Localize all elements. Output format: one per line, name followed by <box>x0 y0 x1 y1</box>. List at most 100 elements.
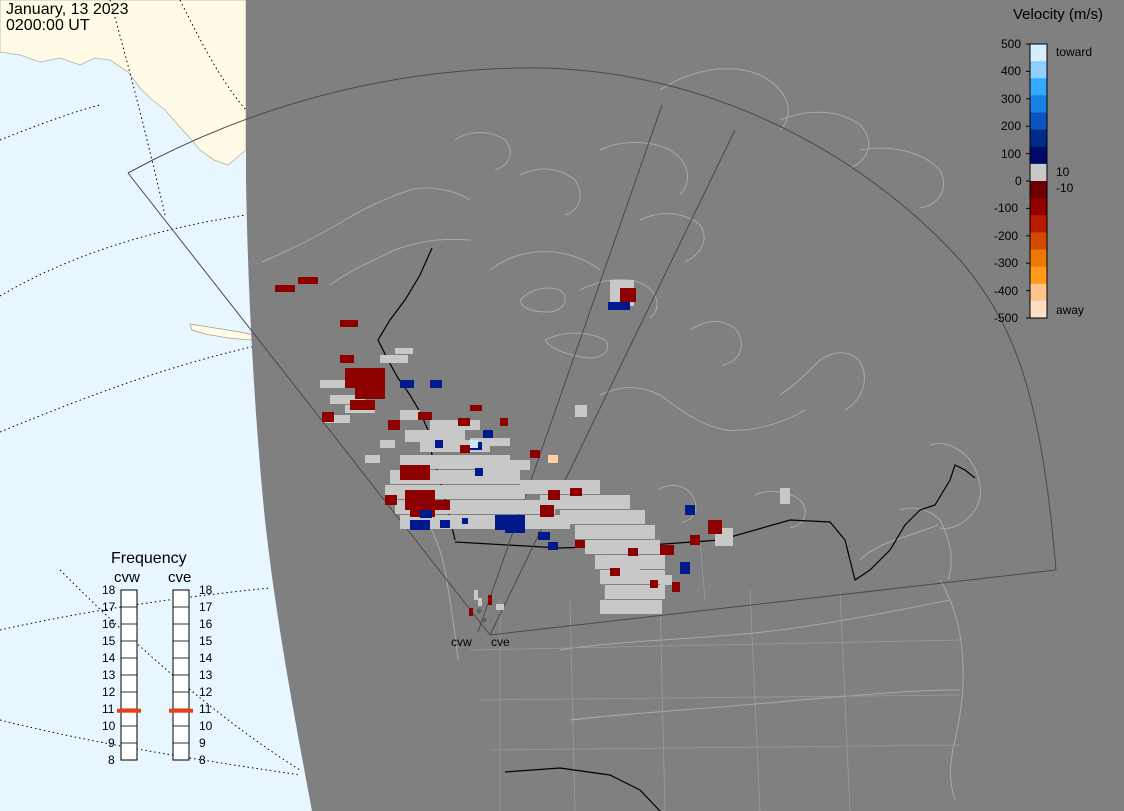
away-velocity-cell <box>575 540 585 548</box>
toward-velocity-cell <box>505 525 525 533</box>
toward-velocity-cell <box>685 505 695 515</box>
away-velocity-cell <box>298 277 318 284</box>
frequency-tick-label: 8 <box>108 753 115 767</box>
ground-scatter-cell <box>330 395 365 404</box>
velocity-tick-label: -200 <box>994 228 1019 243</box>
night-region <box>246 0 1124 811</box>
velocity-tick-label: 500 <box>1001 37 1022 51</box>
aleutian-islands <box>189 323 260 341</box>
frequency-tick-label: 15 <box>102 634 116 648</box>
away-velocity-cell <box>385 495 397 505</box>
radar-fov <box>127 67 1057 636</box>
velocity-color-step <box>1030 283 1047 302</box>
velocity-tick-label: -100 <box>994 201 1019 216</box>
near-site-cell <box>474 590 478 600</box>
velocity-tick-label: 300 <box>1001 91 1022 106</box>
velocity-colorbar <box>1026 43 1048 319</box>
ground-scatter-cell <box>470 438 510 446</box>
away-velocity-cell <box>540 505 554 517</box>
frequency-tick-label: 11 <box>199 702 212 716</box>
velocity-color-step <box>1030 112 1047 131</box>
frequency-tick-label: 18 <box>102 583 116 597</box>
toward-velocity-cell <box>440 520 450 528</box>
site-cve-marker <box>481 617 487 623</box>
ground-scatter-cell <box>540 495 630 509</box>
away-velocity-cell <box>460 445 470 453</box>
ground-scatter-cell <box>575 405 587 417</box>
away-velocity-cell <box>350 400 375 410</box>
frequency-tick-label: 11 <box>102 702 115 716</box>
ground-scatter-cell <box>620 560 640 580</box>
velocity-color-step <box>1030 249 1047 268</box>
velocity-color-step <box>1030 44 1047 62</box>
site-cvw-label: cvw <box>451 635 472 649</box>
away-velocity-cell <box>388 420 400 430</box>
frequency-tick-label: 13 <box>102 668 116 682</box>
coastlines <box>261 68 981 801</box>
toward-velocity-cell <box>435 440 443 448</box>
frequency-tick-label: 18 <box>199 583 213 597</box>
toward-velocity-cell <box>538 532 550 540</box>
ground-scatter-cell <box>325 415 350 423</box>
site-cve-label: cve <box>491 635 510 649</box>
frequency-tick-label: 9 <box>108 736 115 750</box>
near-site-cell <box>478 598 482 606</box>
frequency-tick-label: 10 <box>102 719 116 733</box>
away-velocity-cell <box>628 548 638 556</box>
toward-velocity-cell <box>470 440 478 448</box>
ground-scatter-cell <box>395 348 413 354</box>
toward-velocity-cell <box>483 430 493 438</box>
velocity-color-step <box>1030 129 1047 148</box>
velocity-color-step <box>1030 163 1047 182</box>
frequency-tick-label: 10 <box>199 719 213 733</box>
velocity-title: Velocity (m/s) <box>1013 6 1104 23</box>
away-velocity-cell <box>530 450 540 458</box>
toward-velocity-cell <box>400 380 414 388</box>
away-velocity-cell <box>548 490 560 500</box>
velocity-toward-label: toward <box>1056 45 1093 59</box>
velocity-color-step <box>1030 146 1047 165</box>
ground-scatter-cell <box>575 525 655 539</box>
near-site-cell <box>469 608 473 616</box>
away-velocity-cell <box>690 535 700 545</box>
frequency-tick-label: 14 <box>102 651 116 665</box>
velocity-tick-label: -400 <box>994 283 1019 298</box>
frequency-tick-label: 14 <box>199 651 213 665</box>
away-velocity-cell <box>340 320 358 327</box>
away-velocity-cell <box>620 288 636 302</box>
frequency-column-cve: cve <box>168 569 192 586</box>
velocity-color-step <box>1030 300 1047 319</box>
velocity-tick-label: -300 <box>994 256 1019 271</box>
alaska-land <box>0 0 247 166</box>
ground-scatter-cell <box>480 460 530 470</box>
away-velocity-cell <box>500 418 508 426</box>
away-velocity-cell <box>708 520 722 534</box>
frequency-tick-label: 12 <box>102 685 116 699</box>
away-velocity-cell <box>458 418 470 426</box>
ground-scatter-cell <box>560 510 645 524</box>
velocity-tick-label: 100 <box>1001 146 1022 161</box>
frequency-tick-label: 15 <box>199 634 213 648</box>
away-velocity-cell <box>360 375 385 385</box>
velocity-color-step <box>1030 95 1047 113</box>
velocity-away-label: away <box>1056 303 1085 317</box>
state-boundaries <box>469 539 961 811</box>
radar-sites <box>476 608 487 623</box>
toward-velocity-cell <box>462 518 468 524</box>
ground-scatter-cell <box>405 430 465 442</box>
frequency-title: Frequency <box>111 550 187 567</box>
velocity-tick-label: 400 <box>1001 64 1022 79</box>
velocity-color-step <box>1030 181 1047 199</box>
frequency-indicator-cvw <box>117 708 141 713</box>
ground-scatter-cell <box>365 455 380 463</box>
ground-scatter-cell <box>585 540 660 554</box>
away-velocity-cell <box>275 285 295 292</box>
toward-velocity-cell <box>608 302 630 310</box>
velocity-color-step <box>1030 198 1047 216</box>
velocity-tick-label: -500 <box>994 311 1019 325</box>
velocity-color-step <box>1030 78 1047 96</box>
toward-velocity-cell <box>548 542 558 550</box>
velocity-color-step <box>1030 266 1047 285</box>
away-velocity-cell <box>322 412 334 422</box>
